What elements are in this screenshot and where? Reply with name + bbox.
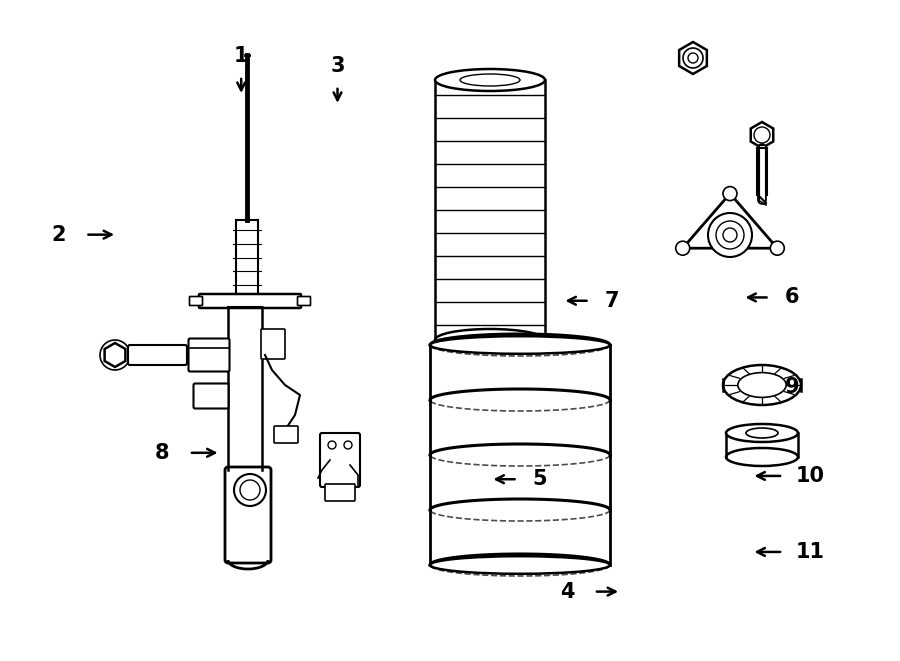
Circle shape: [770, 241, 784, 255]
Ellipse shape: [435, 69, 545, 91]
Ellipse shape: [746, 428, 778, 438]
FancyBboxPatch shape: [188, 338, 230, 371]
Circle shape: [723, 228, 737, 242]
Ellipse shape: [723, 365, 801, 405]
FancyBboxPatch shape: [320, 433, 360, 487]
Circle shape: [344, 441, 352, 449]
Ellipse shape: [430, 336, 610, 354]
Text: 3: 3: [330, 56, 345, 76]
Text: 5: 5: [533, 469, 547, 489]
FancyBboxPatch shape: [199, 294, 301, 308]
Polygon shape: [751, 122, 773, 148]
Text: 1: 1: [234, 46, 248, 66]
Circle shape: [100, 340, 130, 370]
Text: 9: 9: [785, 377, 799, 397]
FancyBboxPatch shape: [274, 426, 298, 443]
Ellipse shape: [435, 329, 545, 351]
Text: 6: 6: [785, 288, 799, 307]
Text: 10: 10: [796, 466, 824, 486]
Ellipse shape: [726, 448, 798, 466]
FancyBboxPatch shape: [194, 383, 229, 408]
Ellipse shape: [726, 424, 798, 442]
Text: 8: 8: [155, 443, 169, 463]
Polygon shape: [104, 343, 125, 367]
Circle shape: [240, 480, 260, 500]
FancyBboxPatch shape: [225, 467, 271, 563]
Ellipse shape: [460, 74, 520, 86]
Text: 7: 7: [605, 291, 619, 311]
FancyBboxPatch shape: [261, 329, 285, 359]
FancyBboxPatch shape: [298, 297, 310, 305]
Text: 2: 2: [51, 225, 66, 245]
FancyBboxPatch shape: [128, 345, 187, 365]
Ellipse shape: [738, 373, 787, 397]
Circle shape: [716, 221, 744, 249]
FancyBboxPatch shape: [190, 297, 203, 305]
FancyBboxPatch shape: [325, 484, 355, 501]
Ellipse shape: [430, 556, 610, 574]
Polygon shape: [683, 194, 778, 248]
Circle shape: [688, 53, 698, 63]
Circle shape: [328, 441, 336, 449]
Circle shape: [708, 213, 752, 257]
Circle shape: [234, 474, 266, 506]
Circle shape: [676, 241, 689, 255]
Circle shape: [683, 48, 703, 68]
Circle shape: [723, 186, 737, 200]
Text: 11: 11: [796, 542, 824, 562]
Circle shape: [754, 127, 770, 143]
Text: 4: 4: [560, 582, 574, 602]
Polygon shape: [680, 42, 706, 74]
